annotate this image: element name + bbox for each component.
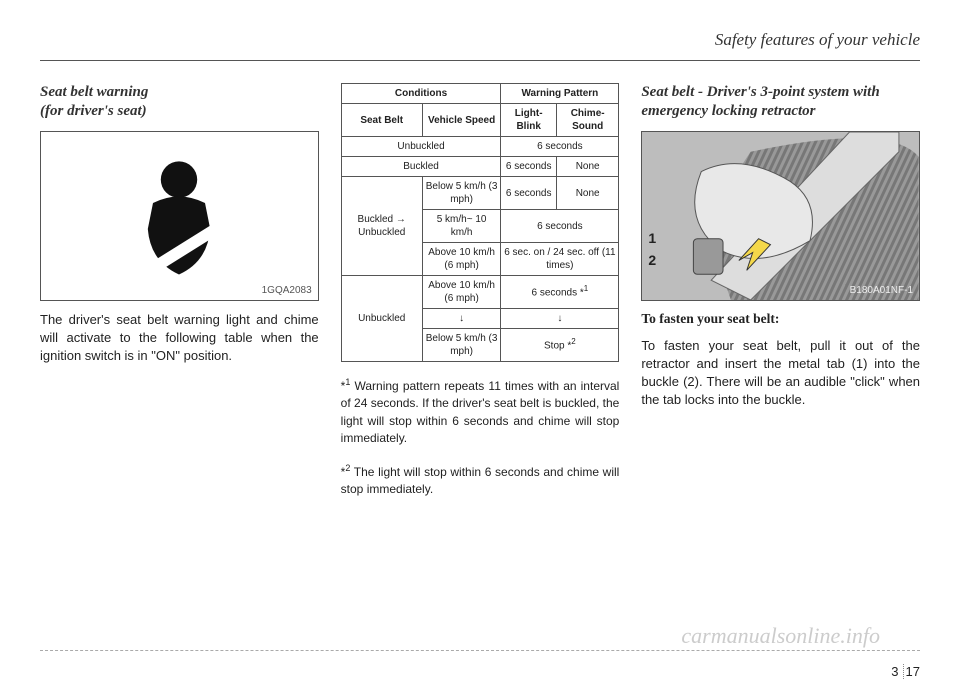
column-1: Seat belt warning (for driver's seat) 1G… — [40, 83, 319, 498]
table-row: Buckled → Unbuckled Below 5 km/h (3 mph)… — [341, 177, 619, 210]
cell: Below 5 km/h (3 mph) — [422, 329, 501, 362]
seatbelt-fasten-figure: 1 2 B180A01NF-1 — [641, 131, 920, 301]
cell: Buckled → Unbuckled — [341, 177, 422, 276]
seatbelt-warning-figure: 1GQA2083 — [40, 131, 319, 301]
cell: Above 10 km/h (6 mph) — [422, 276, 501, 309]
cell-text: Stop * — [544, 341, 571, 352]
cell: Unbuckled — [341, 137, 501, 157]
table-row: Unbuckled 6 seconds — [341, 137, 619, 157]
cell: 6 seconds — [501, 137, 619, 157]
table-row: Buckled 6 seconds None — [341, 157, 619, 177]
cell: ↓ — [501, 309, 619, 329]
fn1-text: Warning pattern repeats 11 times with an… — [341, 379, 620, 445]
col3-body: To fasten your seat belt, pull it out of… — [641, 337, 920, 410]
cell: ↓ — [422, 309, 501, 329]
col3-lead: To fasten your seat belt: — [641, 311, 920, 327]
three-column-layout: Seat belt warning (for driver's seat) 1G… — [40, 83, 920, 498]
th-seatbelt: Seat Belt — [341, 104, 422, 137]
table-row: Seat Belt Vehicle Speed Light-Blink Chim… — [341, 104, 619, 137]
page-number: 317 — [891, 664, 920, 679]
cell: 6 seconds *1 — [501, 276, 619, 309]
cell: Below 5 km/h (3 mph) — [422, 177, 501, 210]
col1-body: The driver's seat belt warning light and… — [40, 311, 319, 366]
fn1-sup: 1 — [345, 377, 350, 387]
callout-1: 1 — [648, 230, 656, 246]
cell: 6 sec. on / 24 sec. off (11 times) — [501, 243, 619, 276]
footnote-2: *2 The light will stop within 6 seconds … — [341, 462, 620, 499]
cell: 6 seconds — [501, 157, 557, 177]
cell: Buckled — [341, 157, 501, 177]
figure-label-1: 1GQA2083 — [262, 285, 312, 296]
table-row: Unbuckled Above 10 km/h (6 mph) 6 second… — [341, 276, 619, 309]
cell: 6 seconds — [501, 177, 557, 210]
footnote-1: *1 Warning pattern repeats 11 times with… — [341, 376, 620, 448]
col3-heading: Seat belt - Driver's 3-point system with… — [641, 83, 920, 121]
cell: Above 10 km/h (6 mph) — [422, 243, 501, 276]
page-num-val: 17 — [906, 664, 920, 679]
callout-2: 2 — [648, 252, 656, 268]
fn2-sup: 2 — [345, 463, 350, 473]
col1-heading: Seat belt warning (for driver's seat) — [40, 83, 319, 121]
cell-sup: 1 — [584, 284, 588, 293]
cell: 6 seconds — [501, 210, 619, 243]
col1-heading-line2: (for driver's seat) — [40, 103, 147, 119]
page-root: Safety features of your vehicle Seat bel… — [0, 0, 960, 689]
seatbelt-illustration-icon — [642, 131, 919, 301]
th-pattern: Warning Pattern — [501, 84, 619, 104]
cell-sup: 2 — [571, 337, 575, 346]
th-speed: Vehicle Speed — [422, 104, 501, 137]
footer-rule — [40, 650, 920, 651]
cell: 5 km/h~ 10 km/h — [422, 210, 501, 243]
cell: None — [556, 157, 618, 177]
th-light: Light-Blink — [501, 104, 557, 137]
watermark: carmanualsonline.info — [681, 623, 880, 649]
warning-pattern-table: Conditions Warning Pattern Seat Belt Veh… — [341, 83, 620, 362]
cell: Unbuckled — [341, 276, 422, 362]
section-header: Safety features of your vehicle — [40, 30, 920, 56]
header-rule — [40, 60, 920, 61]
th-conditions: Conditions — [341, 84, 501, 104]
cell: Stop *2 — [501, 329, 619, 362]
cell: None — [556, 177, 618, 210]
th-chime: Chime-Sound — [556, 104, 618, 137]
seatbelt-warning-icon — [114, 151, 244, 281]
col1-heading-line1: Seat belt warning — [40, 84, 148, 100]
column-3: Seat belt - Driver's 3-point system with… — [641, 83, 920, 498]
figure-label-3: B180A01NF-1 — [850, 285, 913, 296]
fn2-text: The light will stop within 6 seconds and… — [341, 465, 620, 496]
chapter-num: 3 — [891, 664, 903, 679]
table-row: Conditions Warning Pattern — [341, 84, 619, 104]
cell-text: 6 seconds * — [532, 288, 584, 299]
column-2: Conditions Warning Pattern Seat Belt Veh… — [341, 83, 620, 498]
